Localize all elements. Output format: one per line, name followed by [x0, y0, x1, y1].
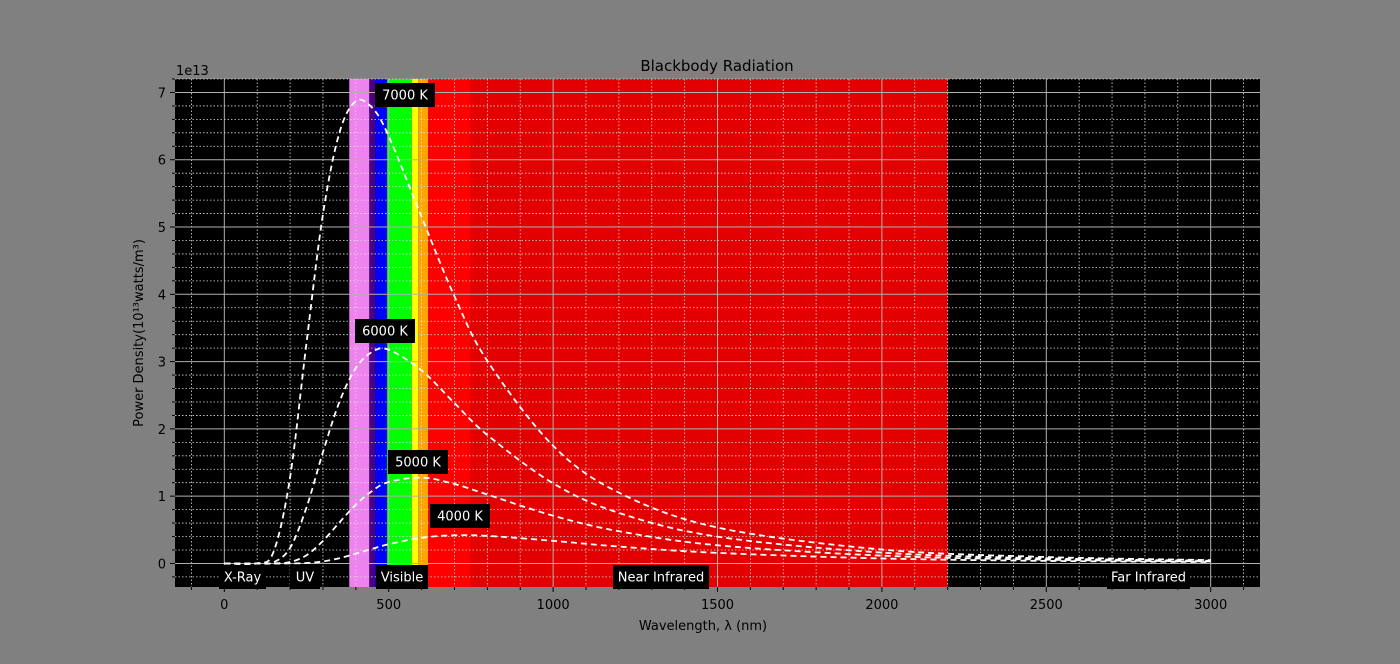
- region-label-text: Far Infrared: [1111, 571, 1186, 586]
- temperature-label-box: [388, 450, 448, 474]
- temperature-label-text: 7000 K: [382, 89, 428, 104]
- temperature-label-text: 5000 K: [395, 456, 441, 471]
- region-label: Visible: [376, 565, 428, 589]
- x-tick-label: 3000: [1194, 598, 1227, 613]
- y-axis-label: Power Density(10¹³watts/m³): [132, 239, 147, 427]
- curve-4000k: [224, 534, 1211, 565]
- x-tick-label: 1500: [701, 598, 734, 613]
- x-tick-label: 1000: [537, 598, 570, 613]
- temperature-label-text: 6000 K: [362, 325, 408, 340]
- spectrum-band: [411, 79, 419, 587]
- temperature-label-box: [355, 319, 415, 343]
- region-label-text: Visible: [381, 571, 423, 586]
- x-axis-label: Wavelength, λ (nm): [639, 619, 767, 634]
- curve-7000k: [224, 98, 1211, 566]
- region-label-box: [290, 565, 320, 589]
- temperature-label: 5000 K: [388, 450, 448, 474]
- region-label-text: UV: [296, 571, 315, 586]
- temperature-label-text: 4000 K: [437, 510, 483, 525]
- y-tick-label: 6: [158, 154, 166, 169]
- region-label-box: [376, 565, 428, 589]
- y-tick-label: 1: [158, 490, 166, 505]
- temperature-label-box: [375, 83, 435, 107]
- region-label-box: [613, 565, 709, 589]
- region-label: UV: [290, 565, 320, 589]
- spectrum-band: [470, 79, 948, 587]
- temperature-label: 6000 K: [355, 319, 415, 343]
- region-label: X-Ray: [219, 565, 266, 589]
- temperature-label: 7000 K: [375, 83, 435, 107]
- region-label-box: [1107, 565, 1190, 589]
- y-tick-label: 5: [158, 221, 166, 236]
- x-tick-label: 2500: [1030, 598, 1063, 613]
- spectrum-band: [428, 79, 471, 587]
- y-tick-label: 7: [158, 86, 166, 101]
- y-tick-label: 4: [158, 288, 166, 303]
- region-label-text: Near Infrared: [618, 571, 704, 586]
- y-tick-label: 3: [158, 356, 166, 371]
- x-tick-label: 0: [220, 598, 228, 613]
- region-label: Far Infrared: [1107, 565, 1190, 589]
- region-label: Near Infrared: [613, 565, 709, 589]
- x-tick-label: 2000: [865, 598, 898, 613]
- y-offset-text: 1e13: [176, 64, 209, 79]
- y-tick-label: 0: [158, 557, 166, 572]
- spectrum-band: [418, 79, 429, 587]
- temperature-label: 4000 K: [430, 504, 490, 528]
- temperature-label-box: [430, 504, 490, 528]
- curve-5000k: [224, 476, 1211, 565]
- chart-title: Blackbody Radiation: [640, 57, 793, 75]
- curve-6000k: [224, 347, 1211, 565]
- region-label-text: X-Ray: [224, 571, 262, 586]
- y-tick-label: 2: [158, 423, 166, 438]
- region-label-box: [219, 565, 266, 589]
- x-tick-label: 500: [376, 598, 401, 613]
